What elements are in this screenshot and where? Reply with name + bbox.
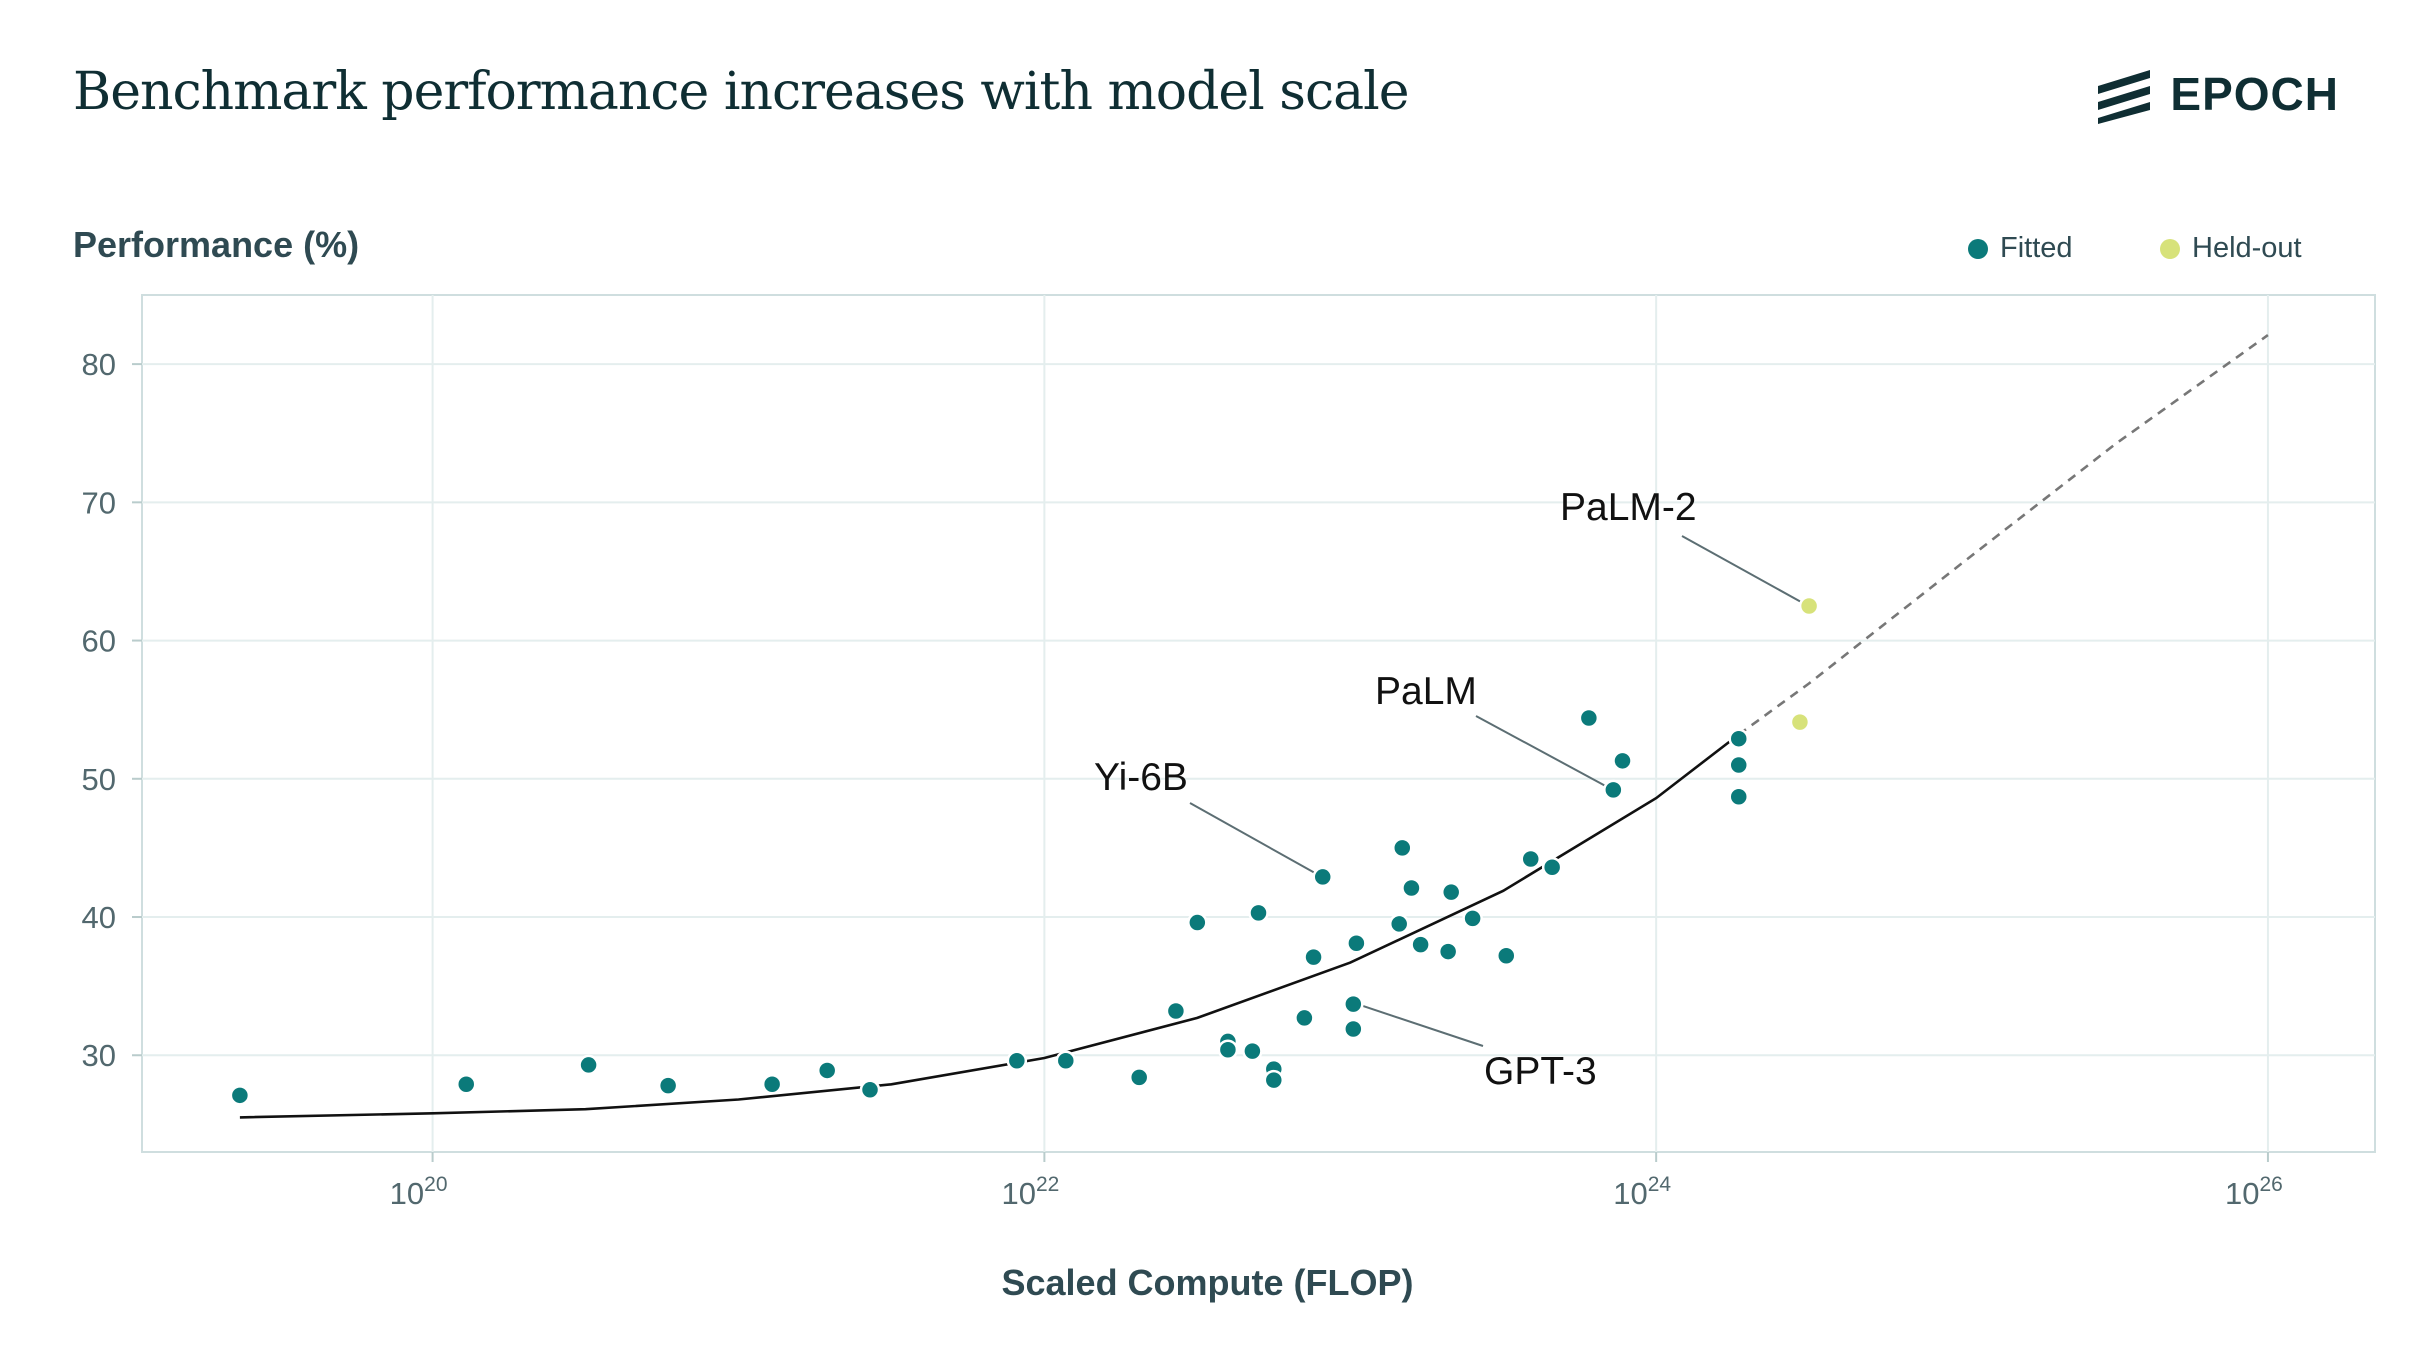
fit-curve-extrapolated: [1737, 334, 2269, 736]
annotation-label-yi-6b: Yi-6B: [1094, 756, 1188, 799]
fitted-point: [1728, 728, 1749, 749]
fitted-point: [1728, 754, 1749, 776]
fitted-point: [1612, 750, 1633, 772]
fitted-point: [1343, 1018, 1364, 1040]
fitted-point: [455, 1074, 477, 1095]
fitted-point: [1165, 1000, 1187, 1022]
epoch-logo-icon: [2098, 70, 2151, 124]
x-tick-label: 1024: [1613, 1173, 1671, 1211]
fitted-point: [1055, 1050, 1077, 1072]
fitted-point: [1312, 866, 1333, 888]
legend-fitted: Fitted: [1968, 232, 2073, 265]
x-axis-label: Scaled Compute (FLOP): [1001, 1262, 1414, 1303]
legend-fitted-marker: [1968, 238, 1988, 259]
fitted-point: [1346, 933, 1367, 954]
fitted-point: [1248, 902, 1269, 924]
fitted-point: [1462, 908, 1483, 929]
legend-fitted-label: Fitted: [2000, 232, 2073, 264]
fitted-point: [1440, 881, 1462, 903]
fitted-point: [1541, 857, 1563, 878]
fitted-point: [859, 1079, 881, 1101]
x-tick-label: 1026: [2225, 1173, 2283, 1211]
fitted-point: [1263, 1069, 1285, 1091]
fitted-point: [1128, 1067, 1150, 1088]
fitted-point: [1303, 946, 1324, 968]
heldout-point: [1789, 711, 1811, 733]
fitted-point: [761, 1074, 783, 1095]
annotation-leader: [1189, 802, 1316, 874]
legend-heldout-label: Held-out: [2192, 232, 2302, 264]
fitted-point: [578, 1054, 599, 1076]
y-tick-label: 50: [82, 762, 116, 797]
fitted-point: [1388, 913, 1410, 935]
fitted-point: [1578, 707, 1600, 729]
annotation-leader: [1345, 999, 1484, 1047]
fitted-point: [1603, 779, 1624, 801]
fitted-point: [1437, 941, 1459, 962]
fitted-point: [1187, 912, 1208, 933]
legend-heldout-marker: [2160, 238, 2180, 259]
fitted-point: [229, 1085, 251, 1106]
annotation-label-palm-2: PaLM-2: [1560, 486, 1697, 529]
fitted-point: [657, 1075, 679, 1096]
x-tick-label: 1020: [390, 1173, 448, 1211]
annotation-label-palm: PaLM: [1375, 670, 1477, 713]
fitted-point: [1294, 1007, 1315, 1029]
y-tick-label: 40: [82, 900, 116, 935]
fitted-point: [1217, 1039, 1239, 1060]
fitted-point: [1392, 837, 1413, 859]
annotation-leader: [1475, 715, 1606, 787]
fitted-point: [1401, 877, 1422, 899]
brand-name: EPOCH: [2170, 68, 2339, 120]
fitted-point: [816, 1060, 838, 1081]
fitted-point: [1520, 848, 1541, 870]
annotation-label-gpt-3: GPT-3: [1484, 1050, 1597, 1093]
annotation-leader: [1681, 535, 1802, 603]
y-tick-label: 60: [82, 624, 116, 659]
y-tick-label: 70: [82, 485, 116, 520]
y-tick-label: 80: [82, 347, 116, 382]
x-tick-label: 1022: [1001, 1173, 1059, 1211]
fitted-point: [1006, 1050, 1028, 1072]
plot-frame: [141, 294, 2376, 1153]
y-axis-label: Performance (%): [73, 224, 360, 265]
chart-title: Benchmark performance increases with mod…: [73, 62, 1410, 122]
fitted-point: [1496, 945, 1517, 966]
y-tick-label: 30: [82, 1038, 116, 1073]
fitted-point: [1343, 993, 1364, 1015]
fitted-point: [1410, 934, 1431, 955]
legend-heldout: Held-out: [2160, 232, 2302, 265]
fitted-point: [1242, 1040, 1263, 1062]
heldout-point: [1798, 595, 1820, 617]
fitted-point: [1728, 786, 1749, 808]
brand-logo: EPOCH: [2094, 64, 2339, 124]
